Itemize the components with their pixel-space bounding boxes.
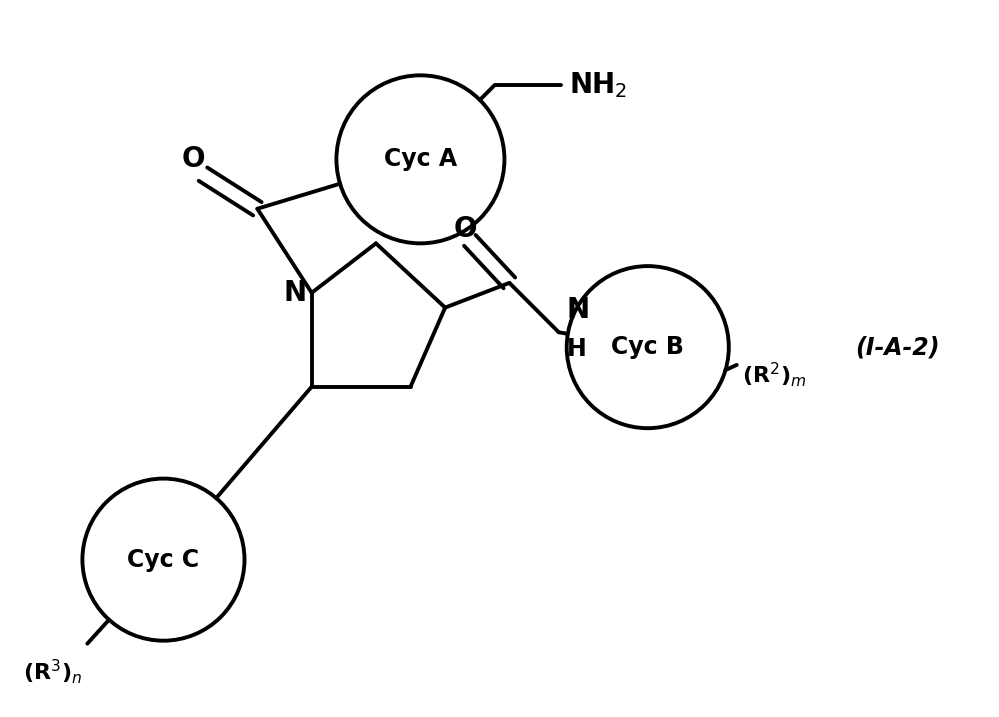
Text: NH$_2$: NH$_2$ bbox=[568, 70, 627, 100]
Text: N: N bbox=[284, 279, 307, 307]
Text: N: N bbox=[566, 296, 589, 324]
Text: Cyc A: Cyc A bbox=[384, 147, 457, 171]
Text: Cyc C: Cyc C bbox=[128, 548, 200, 571]
Text: (R$^2$)$_m$: (R$^2$)$_m$ bbox=[741, 361, 806, 389]
Text: Cyc B: Cyc B bbox=[611, 335, 684, 359]
Text: (I-A-2): (I-A-2) bbox=[855, 335, 940, 359]
Text: H: H bbox=[566, 337, 586, 361]
Text: O: O bbox=[182, 146, 205, 174]
Text: O: O bbox=[454, 214, 477, 242]
Text: (R$^3$)$_n$: (R$^3$)$_n$ bbox=[23, 657, 82, 685]
